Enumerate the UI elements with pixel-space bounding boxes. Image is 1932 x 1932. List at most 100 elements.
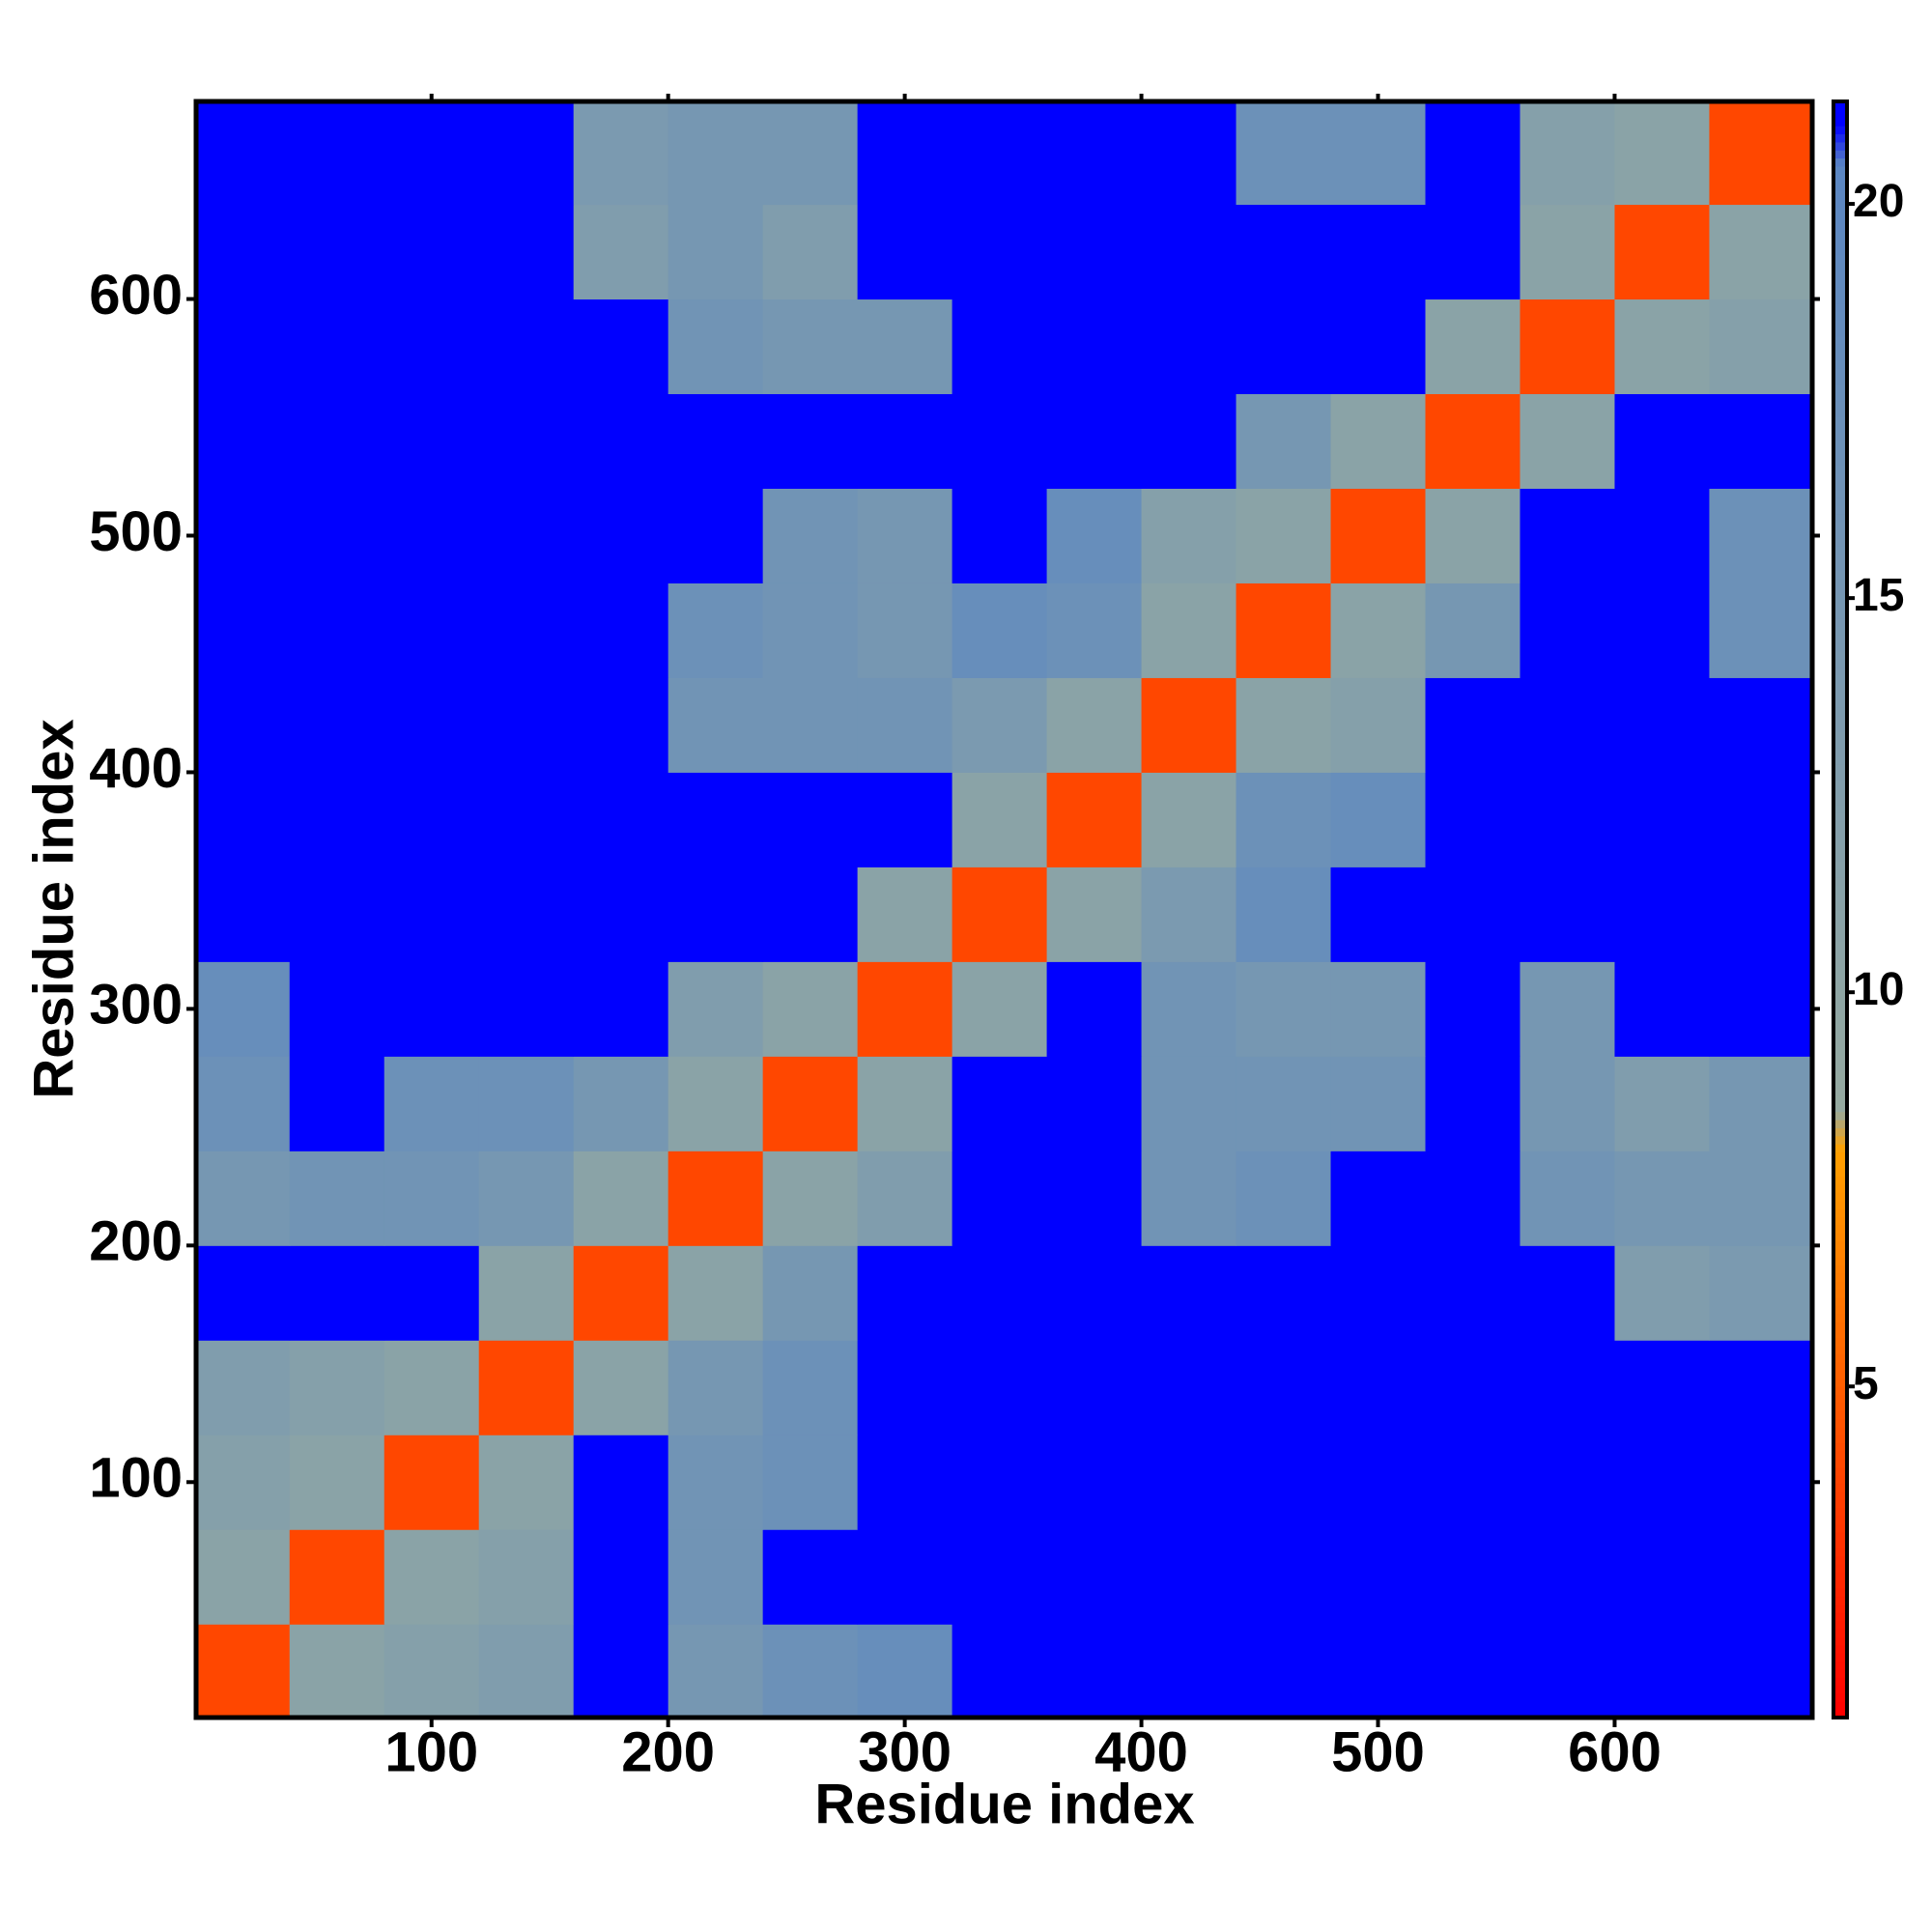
colorbar-segment (1833, 497, 1847, 506)
heatmap-cell (1330, 102, 1427, 206)
colorbar-segment (1833, 457, 1847, 467)
heatmap-cell (952, 1151, 1048, 1246)
colorbar-segment (1833, 190, 1847, 199)
colorbar-segment (1833, 707, 1847, 717)
x-tick-label: 600 (1568, 1720, 1662, 1783)
colorbar-segment (1833, 1305, 1847, 1315)
heatmap-cell (1236, 1435, 1332, 1530)
heatmap-cell (1236, 677, 1332, 773)
heatmap-cell (668, 102, 764, 206)
heatmap-cell (1520, 102, 1615, 206)
heatmap-cell (1046, 1056, 1143, 1151)
colorbar-segment (1833, 1644, 1847, 1654)
colorbar-segment (1833, 1628, 1847, 1637)
heatmap-cell (573, 1435, 669, 1530)
heatmap-cell (857, 961, 953, 1057)
heatmap-cell (196, 961, 291, 1057)
colorbar-segment (1833, 303, 1847, 313)
heatmap-cell (668, 1529, 764, 1625)
colorbar-segment (1833, 263, 1847, 272)
colorbar-segment (1833, 359, 1847, 369)
heatmap-cell (478, 1245, 575, 1341)
colorbar-segment (1833, 1079, 1847, 1089)
heatmap-cell (196, 298, 291, 395)
heatmap-cell (1236, 772, 1332, 867)
colorbar-segment (1833, 861, 1847, 870)
colorbar-segment (1833, 174, 1847, 184)
colorbar-segment (1833, 1257, 1847, 1266)
heatmap-cell (668, 204, 764, 300)
heatmap-cell (1046, 1529, 1143, 1625)
heatmap-cell (1141, 488, 1237, 583)
heatmap-cell (952, 961, 1048, 1057)
colorbar-segment (1833, 1450, 1847, 1460)
heatmap-cell (1141, 204, 1237, 300)
colorbar-segment (1833, 1063, 1847, 1072)
heatmap-cell (384, 582, 480, 678)
heatmap-cell (1614, 772, 1710, 867)
y-tick-label: 500 (89, 500, 183, 563)
heatmap-cell (289, 1529, 385, 1625)
heatmap-cell (1330, 488, 1427, 583)
colorbar-segment (1833, 1426, 1847, 1435)
heatmap-cell (573, 961, 669, 1057)
heatmap-cell (1046, 677, 1143, 773)
heatmap-cell (1614, 488, 1710, 583)
colorbar-segment (1833, 1159, 1847, 1169)
heatmap-cell (1046, 488, 1143, 583)
heatmap-cell (1614, 961, 1710, 1057)
colorbar-segment (1833, 481, 1847, 491)
colorbar-segment (1833, 990, 1847, 1000)
heatmap-cell (1236, 204, 1332, 300)
heatmap-cell (1709, 1529, 1812, 1625)
heatmap-cell (1046, 867, 1143, 962)
heatmap-cell (478, 488, 575, 583)
colorbar-segment (1833, 529, 1847, 539)
heatmap-cell (857, 1340, 953, 1435)
colorbar-segment (1833, 1030, 1847, 1039)
heatmap-cell (478, 1624, 575, 1718)
colorbar-segment (1833, 909, 1847, 919)
heatmap-cell (762, 1624, 859, 1718)
heatmap-cell (573, 204, 669, 300)
colorbar-segment (1833, 157, 1847, 167)
colorbar-segment (1833, 1233, 1847, 1242)
heatmap-cell (1614, 677, 1710, 773)
colorbar-segment (1833, 311, 1847, 321)
heatmap-cell (1709, 582, 1812, 678)
colorbar-segment (1833, 667, 1847, 676)
heatmap-cell (1520, 677, 1615, 773)
heatmap-cell (1330, 1529, 1427, 1625)
heatmap-cell (952, 867, 1048, 962)
heatmap-cell (1614, 298, 1710, 395)
colorbar-segment (1833, 1483, 1847, 1492)
colorbar-segment (1833, 1677, 1847, 1687)
colorbar-segment (1833, 1281, 1847, 1291)
colorbar-segment (1833, 691, 1847, 700)
heatmap-cell (952, 582, 1048, 678)
y-axis-label: Residue index (22, 719, 85, 1098)
heatmap-cell (1425, 1151, 1520, 1246)
colorbar-segment (1833, 279, 1847, 288)
colorbar-segment (1833, 1548, 1847, 1557)
colorbar-segment (1833, 1402, 1847, 1411)
colorbar-segment (1833, 537, 1847, 547)
colorbar-segment (1833, 521, 1847, 530)
heatmap-cell (668, 1435, 764, 1530)
colorbar-segment (1833, 877, 1847, 887)
colorbar-segment (1833, 554, 1847, 563)
colorbar-segment (1833, 465, 1847, 474)
heatmap-cell (762, 1340, 859, 1435)
heatmap-cell (857, 1624, 953, 1718)
heatmap-cell (857, 1056, 953, 1151)
colorbar-segment (1833, 941, 1847, 951)
heatmap-cell (196, 1529, 291, 1625)
colorbar-segment (1833, 1442, 1847, 1452)
heatmap-cell (1425, 1435, 1520, 1530)
heatmap-cell (384, 1056, 480, 1151)
heatmap-cell (1330, 1435, 1427, 1530)
colorbar-segment (1833, 416, 1847, 426)
heatmap-cell (196, 204, 291, 300)
heatmap-cell (1520, 393, 1615, 489)
heatmap-cell (384, 393, 480, 489)
